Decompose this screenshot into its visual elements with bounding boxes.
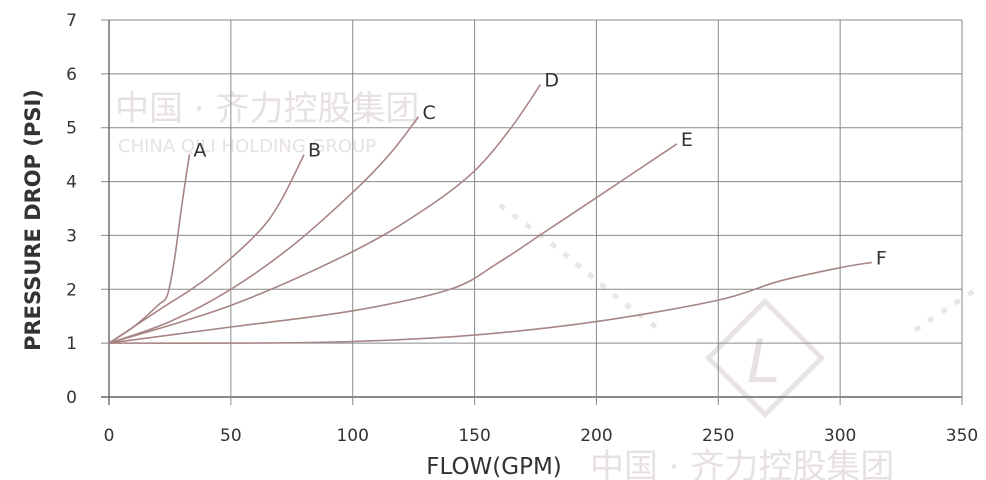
watermark-text-en: CHINA QILI HOLDING GROUP <box>118 136 376 157</box>
watermark-text-cn: 中国 · 齐力控股集团 <box>115 89 419 129</box>
y-tick-label: 2 <box>66 280 77 300</box>
curve-B <box>108 154 305 344</box>
x-tick-label: 0 <box>104 426 115 446</box>
curves <box>108 84 872 345</box>
x-tick-label: 250 <box>702 426 734 446</box>
curve-D <box>108 84 542 344</box>
curve-label-E: E <box>681 129 693 151</box>
x-tick-label: 150 <box>458 426 490 446</box>
x-tick-label: 350 <box>946 426 978 446</box>
watermark-dashes-right <box>913 287 977 333</box>
curve-label-B: B <box>308 140 321 162</box>
watermark-dashes <box>498 203 662 332</box>
y-tick-label: 6 <box>66 65 77 85</box>
y-tick-label: 0 <box>66 388 77 408</box>
x-tick-label: 50 <box>220 426 242 446</box>
curve-A <box>108 154 191 344</box>
y-tick-label: 3 <box>66 226 77 246</box>
x-tick-labels: 0 50 100 150 200 250 300 350 <box>104 426 979 446</box>
y-tick-label: 1 <box>66 334 77 354</box>
y-tick-label: 7 <box>66 11 77 31</box>
grid <box>101 19 963 405</box>
curve-label-F: F <box>876 247 887 269</box>
x-tick-label: 300 <box>824 426 856 446</box>
y-tick-label: 5 <box>66 119 77 139</box>
curve-F <box>108 261 872 345</box>
x-axis-title: FLOW(GPM) <box>426 454 562 480</box>
watermark-logo-glyph: L <box>747 327 780 397</box>
curve-C <box>108 116 420 344</box>
curve-label-A: A <box>193 140 206 162</box>
y-tick-label: 4 <box>66 173 77 193</box>
curve-label-C: C <box>423 102 436 124</box>
x-tick-label: 200 <box>580 426 612 446</box>
y-tick-labels: 0 1 2 3 4 5 6 7 <box>66 11 77 408</box>
curve-label-D: D <box>544 70 559 92</box>
watermark-text-cn-lower: 中国 · 齐力控股集团 <box>590 447 894 480</box>
y-axis-title: PRESSURE DROP (PSI) <box>21 89 45 351</box>
x-tick-label: 100 <box>336 426 368 446</box>
curve-labels: A B C D E F <box>193 70 886 270</box>
curve-E <box>108 143 678 344</box>
watermark: 中国 · 齐力控股集团 CHINA QILI HOLDING GROUP 中国 … <box>115 89 977 480</box>
watermark-logo: L <box>704 297 826 419</box>
